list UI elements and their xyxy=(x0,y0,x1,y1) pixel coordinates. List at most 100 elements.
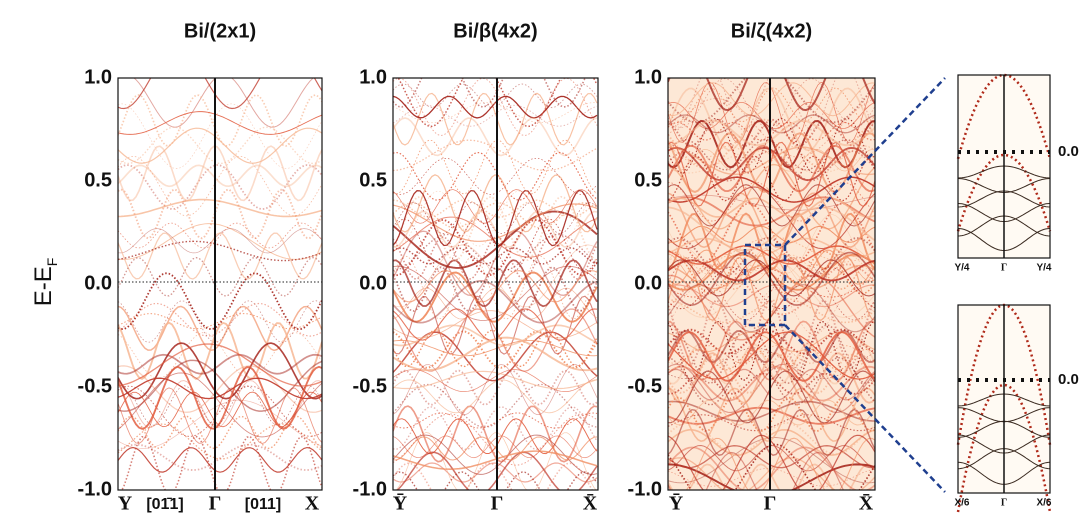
band xyxy=(118,446,322,473)
band xyxy=(668,194,875,211)
y-tick-label: 0.0 xyxy=(84,272,112,294)
band xyxy=(393,244,598,308)
band xyxy=(668,146,875,181)
band xyxy=(118,359,322,412)
inset-x-label: Y/4 xyxy=(954,263,969,274)
band xyxy=(668,353,875,394)
band xyxy=(118,78,315,128)
x-label: X̄ xyxy=(859,492,874,514)
band xyxy=(668,176,875,203)
band xyxy=(393,413,598,466)
y-tick-label: -1.0 xyxy=(353,478,387,500)
band xyxy=(118,126,322,165)
band xyxy=(393,405,598,463)
band xyxy=(393,210,598,269)
band xyxy=(668,365,875,402)
y-tick-label: -0.5 xyxy=(628,375,662,397)
band xyxy=(668,414,875,432)
band xyxy=(118,222,322,249)
band xyxy=(393,280,598,324)
band xyxy=(393,189,598,247)
band xyxy=(118,391,322,428)
band xyxy=(668,451,845,490)
band xyxy=(668,267,875,298)
band xyxy=(393,339,598,357)
band xyxy=(668,138,875,171)
band xyxy=(118,372,322,438)
band xyxy=(668,256,875,321)
band xyxy=(668,437,875,490)
band xyxy=(393,383,598,428)
band xyxy=(668,408,875,457)
zoom-connector xyxy=(784,77,946,246)
band xyxy=(668,468,875,487)
inset-level-label: 0.0 xyxy=(1058,371,1079,388)
panel-title: Bi/ζ(4x2) xyxy=(731,20,812,42)
band xyxy=(393,435,598,459)
band xyxy=(668,437,875,484)
band xyxy=(393,139,598,195)
band xyxy=(393,83,598,109)
band xyxy=(393,329,598,368)
band xyxy=(118,256,322,297)
band xyxy=(668,331,875,380)
band xyxy=(393,266,598,313)
band xyxy=(118,164,322,210)
band xyxy=(393,104,598,127)
band xyxy=(393,462,594,490)
band xyxy=(668,186,875,250)
band xyxy=(668,284,875,333)
y-tick-label: 0.0 xyxy=(359,272,387,294)
panel-frame xyxy=(392,77,599,491)
panel-frame xyxy=(667,77,876,491)
band xyxy=(396,451,598,490)
band xyxy=(118,302,322,337)
panel-frame xyxy=(117,77,323,491)
band xyxy=(668,264,875,290)
inset-x-label: X/6 xyxy=(954,498,969,509)
band xyxy=(668,251,875,306)
band xyxy=(393,151,598,201)
x-label: Y xyxy=(118,493,133,515)
band xyxy=(668,253,875,282)
band xyxy=(668,445,875,469)
x-label: [01̄1] xyxy=(146,496,183,513)
band xyxy=(393,202,598,234)
band xyxy=(118,300,322,343)
band xyxy=(668,197,875,218)
band xyxy=(118,188,322,240)
band xyxy=(668,399,875,426)
band xyxy=(118,223,322,260)
band xyxy=(393,379,598,414)
inset-x-label: Y/4 xyxy=(1036,263,1051,274)
y-tick-label: -0.5 xyxy=(78,375,112,397)
band xyxy=(393,174,598,233)
band xyxy=(393,247,598,265)
band xyxy=(393,436,598,461)
band xyxy=(668,150,875,182)
y-tick-label: 0.5 xyxy=(359,169,387,191)
band xyxy=(668,400,875,422)
band xyxy=(393,78,598,136)
zoom-connector xyxy=(784,324,946,493)
x-label: [011] xyxy=(245,496,281,513)
band xyxy=(668,163,875,230)
y-axis-label: E-EF xyxy=(30,258,59,307)
band xyxy=(393,92,598,146)
band xyxy=(393,270,598,303)
band xyxy=(393,295,598,355)
band xyxy=(395,432,597,490)
band xyxy=(668,237,875,258)
band xyxy=(118,93,322,147)
band xyxy=(668,457,875,490)
panel-title: Bi/β(4x2) xyxy=(453,20,537,42)
band xyxy=(118,164,322,188)
x-label: Ȳ xyxy=(393,493,408,515)
band xyxy=(668,236,875,263)
band xyxy=(668,266,875,310)
inset-x-label: Γ xyxy=(1001,497,1007,508)
band xyxy=(393,95,598,119)
band xyxy=(668,146,875,176)
y-tick-label: -0.5 xyxy=(353,375,387,397)
band xyxy=(118,240,322,262)
